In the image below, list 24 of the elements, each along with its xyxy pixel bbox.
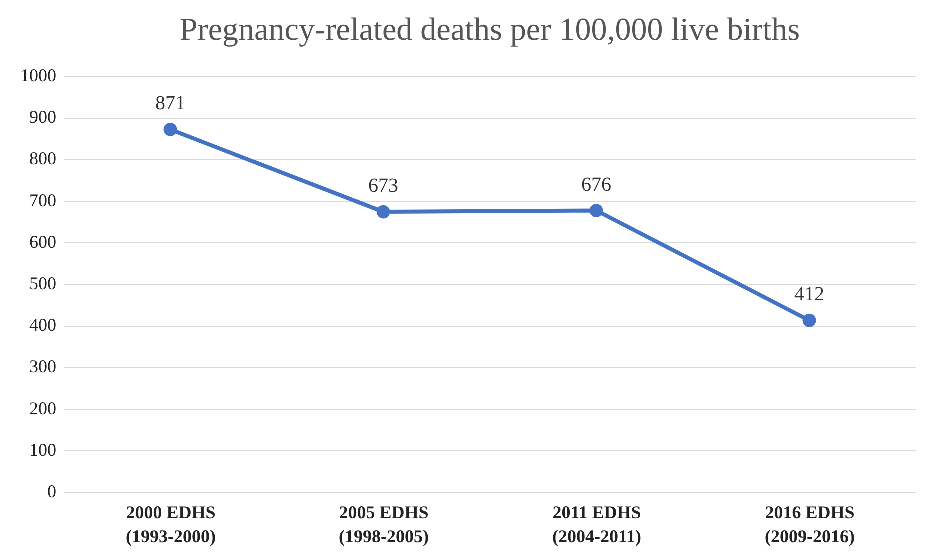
data-label: 871: [156, 92, 186, 115]
point: [802, 314, 816, 328]
y-tick-label: 800: [30, 148, 56, 169]
y-tick-label: 100: [30, 440, 56, 460]
x-tick-label: 2005 EDHS (1998-2005): [339, 502, 429, 546]
y-tick-label: 1000: [20, 66, 56, 86]
y-tick-label: 900: [30, 107, 56, 128]
chart-title: Pregnancy-related deaths per 100,000 live births: [180, 11, 800, 47]
x-tick-label: 2016 EDHS (2009-2016): [765, 502, 855, 546]
x-tick-label: 2011 EDHS (2004-2011): [552, 502, 642, 546]
y-tick-label: 300: [30, 356, 56, 377]
y-tick-label: 400: [30, 315, 56, 336]
y-tick-label: 600: [30, 232, 56, 252]
y-tick-label: 0: [48, 482, 56, 502]
data-label: 673: [368, 175, 398, 198]
x-tick-label: 2000 EDHS (1993-2000): [126, 502, 216, 546]
y-tick-label: 500: [30, 274, 56, 294]
point: [164, 122, 178, 136]
point: [590, 204, 604, 218]
data-label: 412: [794, 284, 824, 306]
y-tick-label: 200: [30, 398, 56, 418]
data-label: 676: [582, 174, 612, 196]
point: [376, 205, 390, 219]
y-tick-label: 700: [30, 190, 56, 210]
